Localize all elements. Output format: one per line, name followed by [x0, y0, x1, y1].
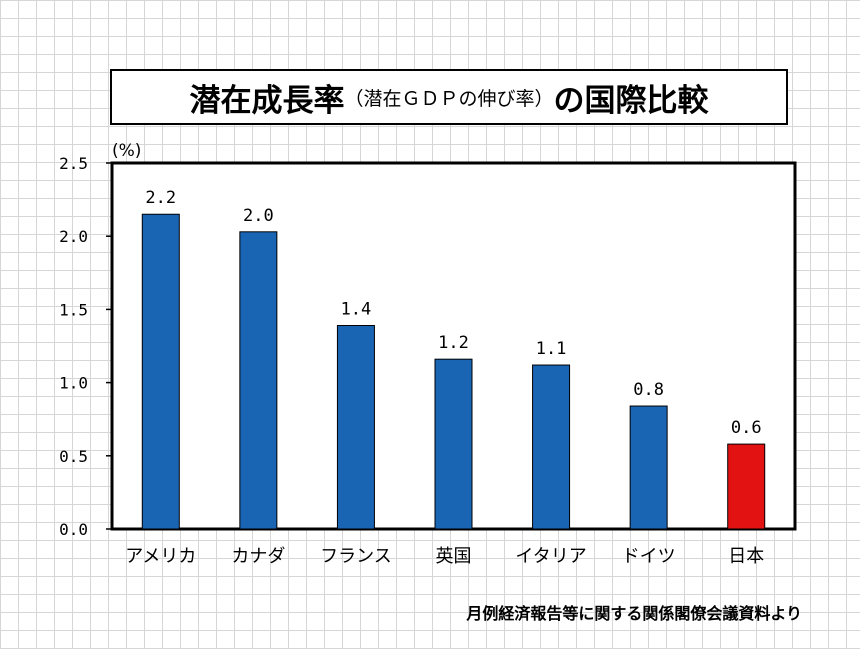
y-tick-label: 2.0 [59, 227, 88, 246]
data-label: 1.4 [341, 300, 372, 320]
y-tick-label: 1.5 [59, 300, 88, 319]
bar [727, 443, 766, 530]
data-label: 1.1 [536, 339, 567, 359]
x-tick-label: 英国 [436, 546, 472, 567]
chart-title-main: 潜在成長率 [189, 82, 345, 119]
bar [239, 231, 278, 530]
data-label: 2.2 [145, 188, 176, 208]
y-tick-label: 0.5 [59, 447, 88, 466]
x-tick-label: カナダ [231, 546, 285, 567]
chart-title-tail: の国際比較 [553, 82, 709, 119]
chart-title-sub: （潜在ＧＤＰの伸び率） [344, 87, 554, 110]
y-tick-label: 1.0 [59, 374, 88, 393]
data-label: 0.8 [633, 380, 664, 400]
y-axis-label: (%) [112, 141, 141, 161]
bar [141, 213, 180, 530]
y-tick-label: 2.5 [59, 154, 88, 173]
x-tick-label: 日本 [728, 546, 764, 567]
data-label: 2.0 [243, 206, 274, 226]
bar [336, 325, 375, 530]
x-tick-label: フランス [320, 546, 392, 567]
chart-title-box: 潜在成長率 （潜在ＧＤＰの伸び率） の国際比較 [110, 69, 788, 125]
x-tick-label: アメリカ [125, 546, 196, 567]
data-label: 0.6 [731, 418, 762, 438]
y-tick-label: 0.0 [59, 520, 88, 539]
bar [532, 364, 571, 530]
x-tick-label: イタリア [515, 546, 586, 567]
x-tick-label: ドイツ [622, 546, 676, 567]
bar [629, 405, 668, 530]
source-note: 月例経済報告等に関する関係閣僚会議資料より [466, 604, 802, 623]
bar [434, 358, 473, 530]
data-label: 1.2 [438, 333, 469, 353]
